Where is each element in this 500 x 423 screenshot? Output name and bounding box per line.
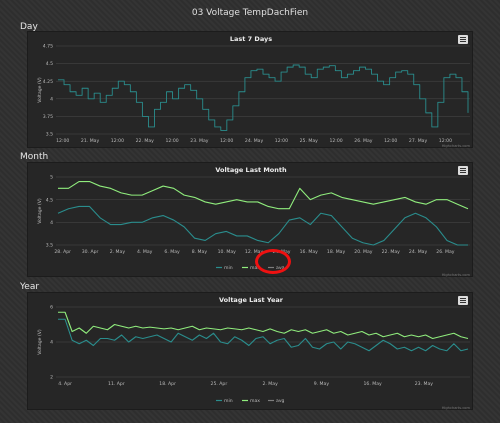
x-tick-label: 25. Apr bbox=[211, 381, 228, 387]
x-tick-label: 20. May bbox=[354, 249, 373, 255]
x-tick-label: 10. May bbox=[218, 249, 237, 255]
red-circle-annotation bbox=[255, 249, 291, 274]
legend-item-min: min bbox=[224, 398, 233, 404]
x-tick-label: 2. May bbox=[110, 249, 126, 255]
chart-menu-button-day[interactable] bbox=[458, 35, 468, 44]
x-tick-label: 23. May bbox=[190, 138, 209, 144]
year-chart: Voltage Last Year 2 4 6 Voltage (V) 4. Apr 11.… bbox=[37, 296, 471, 410]
chart-credit: Highcharts.com bbox=[442, 406, 471, 410]
series-line-min bbox=[57, 205, 468, 246]
x-tick-label: 12:00 bbox=[56, 138, 69, 144]
y-axis-label: Voltage (V) bbox=[37, 77, 43, 103]
legend-item-max: max bbox=[250, 266, 260, 271]
x-tick-label: 4. Apr bbox=[58, 381, 72, 387]
x-tick-label: 6. May bbox=[164, 249, 180, 255]
month-chart: Voltage Last Month 3.5 4 4.5 5 Voltage (V) 28.… bbox=[37, 166, 471, 277]
chart-title: Voltage Last Month bbox=[215, 166, 287, 174]
chart-panel-day: Last 7 Days 3.5 3.75 4 4.25 4.5 4.75 Voltage (V… bbox=[27, 31, 473, 148]
section-label-month: Month bbox=[20, 152, 49, 162]
y-tick-label: 4 bbox=[50, 340, 53, 346]
series-line-min bbox=[58, 64, 469, 131]
y-tick-label: 4.5 bbox=[46, 61, 53, 67]
series-line-max bbox=[58, 180, 469, 210]
y-tick-label: 3.75 bbox=[43, 114, 53, 120]
x-tick-label: 24. May bbox=[409, 249, 428, 255]
x-tick-label: 9. May bbox=[314, 381, 330, 387]
section-label-year: Year bbox=[20, 282, 40, 292]
x-tick-label: 12:00 bbox=[165, 138, 178, 144]
y-tick-label: 3.5 bbox=[46, 243, 53, 249]
x-tick-label: 12:00 bbox=[275, 138, 288, 144]
x-tick-label: 4. May bbox=[137, 249, 153, 255]
x-tick-label: 21. May bbox=[81, 138, 100, 144]
x-tick-label: 26. May bbox=[354, 138, 373, 144]
x-tick-label: 16. May bbox=[363, 381, 382, 387]
legend-item-min: min bbox=[224, 265, 233, 271]
chart-panel-year: Voltage Last Year 2 4 6 Voltage (V) 4. Apr 11.… bbox=[27, 292, 473, 410]
y-tick-label: 5 bbox=[50, 175, 53, 181]
chart-panel-month: Voltage Last Month 3.5 4 4.5 5 Voltage (V) 28.… bbox=[27, 162, 473, 277]
y-axis-label: Voltage (V) bbox=[37, 329, 43, 355]
chart-title: Voltage Last Year bbox=[219, 296, 284, 304]
y-tick-label: 6 bbox=[50, 305, 53, 311]
x-tick-label: 12. May bbox=[245, 249, 264, 255]
series-line-max bbox=[58, 311, 469, 340]
chart-credit: Highcharts.com bbox=[442, 273, 471, 277]
x-tick-label: 24. May bbox=[245, 138, 264, 144]
day-chart: Last 7 Days 3.5 3.75 4 4.25 4.5 4.75 Voltage (V… bbox=[37, 35, 471, 148]
x-tick-label: 25. May bbox=[300, 138, 319, 144]
x-tick-label: 23. May bbox=[415, 381, 434, 387]
series-line-min bbox=[58, 318, 469, 352]
chart-title: Last 7 Days bbox=[230, 35, 272, 43]
x-tick-label: 11. Apr bbox=[108, 381, 125, 387]
x-tick-label: 22. May bbox=[136, 138, 155, 144]
chart-menu-button-year[interactable] bbox=[458, 296, 468, 305]
y-tick-label: 4.25 bbox=[43, 79, 53, 85]
chart-menu-button-month[interactable] bbox=[458, 166, 468, 175]
x-tick-label: 22. May bbox=[382, 249, 401, 255]
x-tick-label: 16. May bbox=[300, 249, 319, 255]
y-axis-label: Voltage (V) bbox=[37, 198, 43, 224]
x-tick-label: 8. May bbox=[192, 249, 208, 255]
y-tick-label: 4.5 bbox=[46, 197, 53, 203]
x-tick-label: 26. May bbox=[436, 249, 455, 255]
x-tick-label: 18. May bbox=[327, 249, 346, 255]
x-tick-label: 2. May bbox=[262, 381, 278, 387]
y-tick-label: 4 bbox=[50, 220, 53, 226]
y-tick-label: 2 bbox=[50, 375, 53, 381]
y-tick-label: 4.75 bbox=[43, 44, 53, 50]
x-tick-label: 12:00 bbox=[384, 138, 397, 144]
section-label-day: Day bbox=[20, 22, 38, 32]
y-tick-label: 3.5 bbox=[46, 132, 53, 138]
legend-item-avg: avg bbox=[276, 399, 285, 404]
x-tick-label: 12:00 bbox=[439, 138, 452, 144]
x-tick-label: 27. May bbox=[409, 138, 428, 144]
x-tick-label: 18. Apr bbox=[159, 381, 176, 387]
x-tick-label: 30. Apr bbox=[82, 249, 99, 255]
y-tick-label: 4 bbox=[50, 96, 53, 102]
x-tick-label: 12:00 bbox=[111, 138, 124, 144]
page-title: 03 Voltage TempDachFien bbox=[191, 8, 309, 18]
chart-credit: Highcharts.com bbox=[442, 144, 471, 148]
x-tick-label: 12:00 bbox=[329, 138, 342, 144]
legend-item-max: max bbox=[250, 399, 260, 404]
x-tick-label: 28. Apr bbox=[54, 249, 71, 255]
x-tick-label: 12:00 bbox=[220, 138, 233, 144]
